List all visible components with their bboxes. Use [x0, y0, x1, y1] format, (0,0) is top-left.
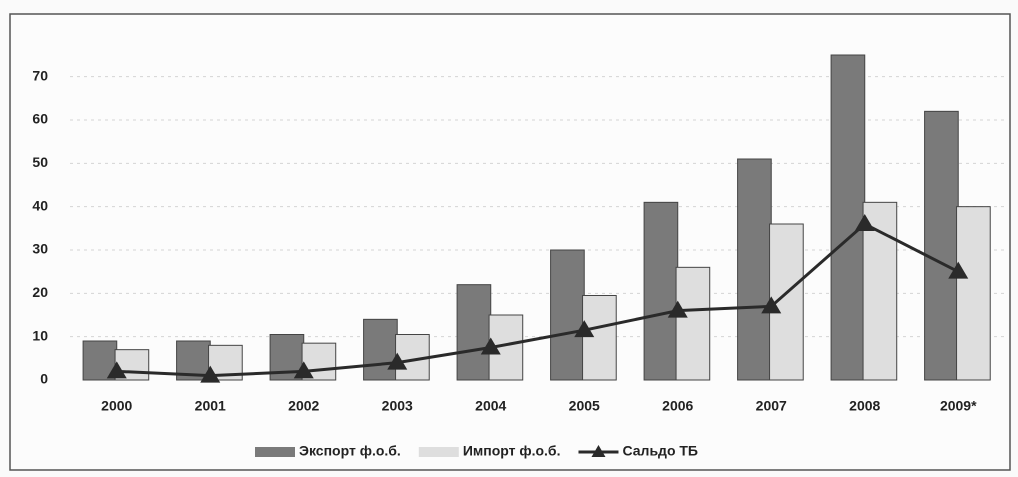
line-marker: [761, 296, 782, 314]
line-marker: [667, 300, 688, 318]
y-tick-label: 60: [32, 111, 48, 127]
y-tick-label: 50: [32, 154, 48, 170]
legend-swatch: [418, 447, 459, 457]
bar: [675, 266, 711, 381]
y-tick-label: 70: [32, 67, 48, 83]
x-tick-label: 2001: [195, 398, 226, 414]
bar: [582, 295, 617, 381]
y-tick-label: 0: [40, 371, 48, 387]
x-tick-label: 2005: [569, 398, 600, 414]
line-marker: [106, 361, 127, 379]
legend-label: Импорт ф.о.б.: [463, 443, 561, 459]
legend-label: Сальдо ТБ: [622, 443, 698, 459]
y-tick-label: 10: [32, 327, 48, 343]
legend-swatch: [591, 445, 606, 457]
y-tick-label: 30: [32, 241, 48, 257]
bar: [737, 158, 772, 381]
x-tick-label: 2006: [662, 398, 693, 414]
x-tick-label: 2008: [849, 398, 880, 414]
x-tick-label: 2004: [475, 398, 506, 414]
x-tick-label: 2002: [288, 398, 319, 414]
bar: [176, 340, 211, 381]
line-marker: [574, 320, 595, 338]
y-tick-label: 40: [32, 197, 48, 213]
bar: [830, 54, 866, 381]
y-tick-label: 20: [32, 284, 48, 300]
line-marker: [200, 365, 221, 383]
line-marker: [854, 214, 875, 231]
line-marker: [480, 337, 501, 355]
legend-label: Экспорт ф.о.б.: [299, 443, 401, 459]
bar: [363, 318, 398, 381]
bar: [643, 201, 679, 381]
x-tick-label: 2003: [382, 398, 413, 414]
bar: [550, 249, 585, 381]
bar: [924, 110, 959, 381]
line: [116, 222, 959, 378]
x-tick-label: 2007: [756, 398, 787, 414]
bar: [956, 206, 991, 381]
x-tick-label: 2000: [101, 398, 132, 414]
line-marker: [948, 261, 969, 279]
legend-swatch: [255, 447, 295, 457]
line-marker: [293, 361, 314, 379]
bar: [456, 284, 492, 381]
line-marker: [387, 352, 408, 370]
x-tick-label: 2009*: [940, 398, 977, 414]
